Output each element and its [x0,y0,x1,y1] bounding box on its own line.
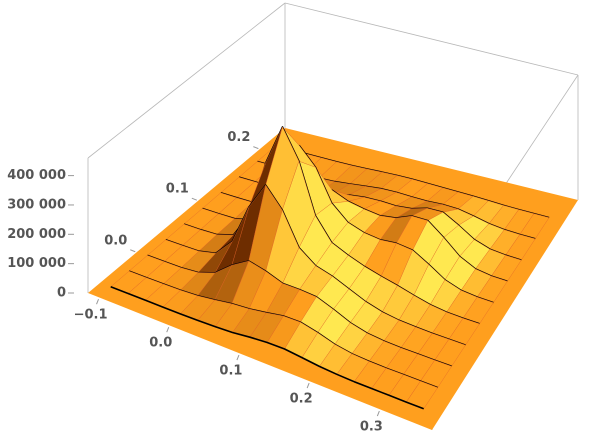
z-tick-label: 100 000 [7,256,66,271]
y-tick [253,146,259,150]
x-tick-label: 0.3 [360,420,383,435]
x-tick-label: −0.1 [74,308,108,323]
y-tick-label: 0.1 [166,182,189,197]
z-tick-label: 200 000 [7,227,66,242]
z-tick-label: 0 [57,286,66,301]
y-tick [130,249,136,253]
x-tick [236,354,240,361]
x-tick [376,410,380,417]
mesh-line [110,286,424,410]
x-tick [166,326,170,333]
y-tick-label: 0.0 [104,233,127,248]
box-edge [284,2,579,76]
z-tick-label: 400 000 [7,168,66,183]
y-tick-label: 0.2 [227,130,250,145]
x-tick [96,299,99,305]
x-tick-label: 0.2 [290,392,313,407]
box-edge [87,2,286,159]
x-tick-label: 0.0 [149,336,172,351]
x-tick [306,382,310,389]
y-tick [191,197,197,201]
z-tick-label: 300 000 [7,197,66,212]
x-tick-label: 0.1 [219,364,242,379]
